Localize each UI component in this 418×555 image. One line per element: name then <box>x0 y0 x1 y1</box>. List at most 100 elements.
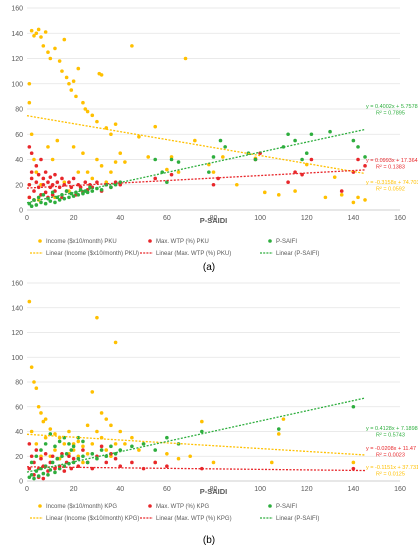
legend-entry: Linear (Max. WTP (%) PKU) <box>156 251 231 257</box>
data-point-income <box>90 113 95 118</box>
x-tick-label: 20 <box>70 215 78 222</box>
trendline-saifi <box>26 397 366 473</box>
data-point-income <box>34 170 39 174</box>
legend-entry: Income ($x10/month) PKU <box>46 239 117 245</box>
data-point-income <box>113 442 118 446</box>
legend-entry: Max. WTP (%) KPG <box>156 504 210 510</box>
data-point-wtp <box>71 456 76 461</box>
data-point-income <box>34 31 39 36</box>
data-point-wtp <box>118 182 123 187</box>
data-point-income <box>55 138 60 143</box>
trendline-r-squared: R² = 0.0125 <box>376 472 405 478</box>
data-point-income <box>235 182 239 187</box>
data-point-wtp <box>78 185 83 190</box>
data-point-saifi <box>62 196 67 201</box>
data-point-wtp <box>34 180 39 185</box>
data-point-wtp <box>113 456 118 461</box>
data-point-income <box>48 56 53 61</box>
data-point-income <box>85 451 90 456</box>
data-point-wtp <box>99 444 104 449</box>
data-point-income <box>109 423 113 428</box>
x-tick-label: 160 <box>394 486 406 493</box>
data-point-wtp <box>50 454 55 459</box>
data-point-income <box>81 460 85 465</box>
y-tick-label: 80 <box>15 107 23 114</box>
data-point-wtp <box>200 466 204 471</box>
data-point-wtp <box>27 466 32 471</box>
y-tick-label: 20 <box>15 182 23 189</box>
trendline-saifi <box>26 128 366 204</box>
data-point-wtp <box>34 164 39 168</box>
data-point-saifi <box>85 460 90 465</box>
legend-entry: P-SAIFI <box>276 239 297 245</box>
y-tick-label: 160 <box>11 281 23 288</box>
data-point-income <box>62 37 67 42</box>
data-point-income <box>113 340 118 345</box>
legend-marker <box>38 239 42 243</box>
trendline-equation: y = -0.1151x + 37.731 <box>366 465 418 471</box>
y-tick-label: 60 <box>15 132 23 139</box>
data-point-wtp <box>46 180 50 185</box>
data-point-saifi <box>64 451 69 456</box>
data-point-wtp <box>29 454 34 459</box>
data-point-income <box>71 442 76 446</box>
data-point-saifi <box>60 454 64 459</box>
data-point-income <box>137 134 141 139</box>
data-point-income <box>95 429 99 434</box>
data-point-saifi <box>81 191 85 196</box>
data-point-wtp <box>41 476 46 481</box>
data-point-saifi <box>43 442 48 446</box>
chart-panel-a: 0 20 40 60 80 100 120 140 160 0 20 40 60 80 100 120 140 1… <box>0 0 418 274</box>
y-tick-label: 60 <box>15 404 23 411</box>
data-point-income <box>95 157 99 162</box>
data-point-wtp <box>356 157 360 162</box>
legend-entry: P-SAIFI <box>276 504 297 510</box>
data-point-wtp <box>34 448 39 452</box>
legend-marker <box>268 239 272 243</box>
data-point-saifi <box>207 170 211 174</box>
data-point-saifi <box>69 448 74 452</box>
data-point-income <box>41 419 46 424</box>
data-point-income <box>46 50 50 54</box>
data-point-income <box>339 193 344 197</box>
data-point-income <box>29 132 34 137</box>
data-point-income <box>85 423 90 428</box>
panel-label: (b) <box>203 535 215 546</box>
trendline-r-squared: R² = 0.0592 <box>376 187 405 193</box>
data-point-saifi <box>57 439 62 444</box>
data-point-wtp <box>309 157 314 162</box>
data-point-income <box>221 155 225 159</box>
data-point-wtp <box>211 182 216 187</box>
trendline-equation: y = -0.0208x + 11.47 <box>366 446 416 452</box>
data-point-saifi <box>29 473 34 477</box>
data-point-saifi <box>50 190 55 195</box>
data-point-saifi <box>48 432 53 436</box>
data-point-saifi <box>50 460 55 465</box>
data-point-saifi <box>300 157 304 162</box>
data-point-wtp <box>81 448 85 452</box>
data-point-income <box>176 170 181 174</box>
data-point-income <box>53 448 57 452</box>
data-point-income <box>95 315 99 320</box>
data-point-wtp <box>27 182 32 187</box>
y-tick-label: 120 <box>11 330 23 337</box>
data-point-wtp <box>118 464 123 468</box>
data-point-saifi <box>53 444 57 449</box>
data-point-wtp <box>62 469 67 473</box>
data-point-wtp <box>169 172 174 177</box>
y-tick-label: 140 <box>11 305 23 312</box>
data-point-income <box>363 198 367 202</box>
data-point-income <box>356 195 360 200</box>
data-point-wtp <box>32 189 36 193</box>
y-tick-label: 0 <box>19 208 23 215</box>
data-point-saifi <box>200 429 204 434</box>
data-point-income <box>99 164 104 168</box>
data-point-saifi <box>90 189 95 193</box>
data-point-income <box>36 404 41 409</box>
data-point-saifi <box>176 160 181 164</box>
data-point-saifi <box>39 200 43 205</box>
data-point-wtp <box>293 170 297 174</box>
x-tick-label: 120 <box>301 215 313 222</box>
data-point-income <box>39 411 43 415</box>
data-point-saifi <box>109 444 113 449</box>
